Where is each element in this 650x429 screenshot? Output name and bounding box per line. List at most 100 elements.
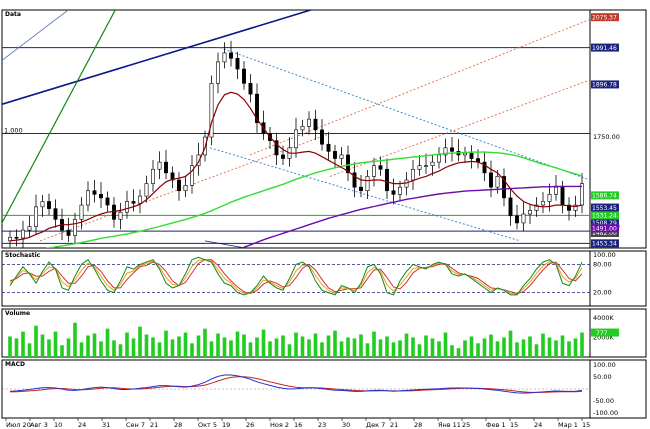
fib-level-label: 1.000 (4, 126, 23, 134)
volume-bar (307, 339, 311, 357)
price-tag-label: 1453.34 (592, 241, 617, 248)
volume-bar (235, 331, 240, 357)
ma-purple-line (240, 185, 582, 248)
candle-body (339, 154, 344, 159)
volume-bar (378, 339, 383, 357)
volume-bar (261, 329, 266, 357)
volume-bar (144, 334, 149, 357)
time-tick-label: Дек 7 (366, 421, 385, 429)
candle-body (47, 201, 51, 209)
candle-body (248, 83, 253, 95)
time-tick-label: 19 (222, 421, 230, 429)
candle-body (105, 197, 110, 206)
volume-bar (554, 340, 558, 357)
candle-body (14, 236, 19, 239)
candle-body (567, 204, 571, 211)
candle-body (34, 206, 38, 227)
price-tag-box (591, 203, 619, 212)
price-tag-label: 1508.29 (592, 220, 617, 227)
volume-bar (274, 338, 279, 357)
price-frame (1, 9, 647, 249)
trendline-upper-blue (2, 10, 314, 106)
stoch-axis-label: 80.00 (593, 260, 612, 268)
volume-bar (333, 330, 337, 357)
volume-bar (164, 330, 168, 357)
macd-panel[interactable]: 100.00 50.00 -50.00 -100.00 (2, 361, 618, 417)
volume-bar (508, 330, 513, 357)
volume-bar (196, 335, 201, 357)
candle-body (560, 186, 565, 206)
volume-bar (534, 344, 539, 357)
candle-body (281, 154, 285, 159)
volume-bar (495, 341, 500, 357)
price-axis: 1750.001500.002075.371991.461896.781586.… (591, 13, 620, 248)
stoch-panel-title: Stochastic (5, 252, 41, 259)
candle-body (53, 208, 58, 220)
volume-bar (138, 326, 142, 357)
volume-bar (79, 342, 84, 357)
volume-bar (99, 341, 103, 357)
candle-body (469, 152, 474, 159)
candle-body (515, 215, 519, 224)
candle-body (547, 194, 552, 202)
macd-axis-label: 100.00 (593, 361, 616, 369)
stoch-frame (1, 250, 647, 307)
candle-body (580, 183, 584, 206)
price-panel[interactable]: 1.000 (0, 1, 610, 316)
candle-body (489, 172, 493, 188)
candle-body (177, 179, 181, 192)
volume-bar (255, 337, 259, 357)
candle-body (131, 201, 136, 204)
candle-body (157, 161, 162, 170)
macd-axis-label: -50.00 (593, 397, 614, 405)
candle-body (235, 58, 240, 70)
volume-bar (216, 333, 220, 357)
price-plot-area (2, 10, 590, 248)
time-axis: Июл 20 Авг 3 10 24 31 Сен 7 21 28 Окт 5 19 26 Ноя 2… (5, 418, 590, 429)
trendline-green (2, 10, 116, 225)
volume-bar (287, 344, 292, 357)
volume-bar (391, 342, 396, 357)
time-tick-label: Янв 11 (438, 421, 461, 429)
volume-bar (469, 336, 474, 357)
candle-body (196, 154, 201, 166)
candle-body (118, 211, 123, 220)
volume-bar (476, 343, 480, 357)
volume-bar (560, 335, 565, 357)
candle-body (170, 172, 175, 181)
volume-bar (209, 341, 214, 357)
candle-body (502, 176, 506, 199)
volume-bar (34, 325, 38, 357)
volume-bar (385, 336, 389, 357)
price-tag-box (591, 228, 619, 237)
candle-body (144, 183, 149, 197)
candle-body (190, 165, 194, 186)
time-tick-label: Фев 1 (486, 421, 506, 429)
candle-body (164, 161, 168, 174)
volume-bar (242, 334, 246, 357)
price-tick-label: 1750.00 (593, 133, 620, 141)
price-tag-box (591, 218, 619, 227)
candle-body (411, 168, 415, 181)
stoch-axis-label: 100.00 (593, 251, 616, 259)
candle-body (99, 194, 103, 199)
time-tick-label: 21 (150, 421, 158, 429)
volume-bar (21, 331, 25, 357)
candle-body (521, 213, 526, 224)
time-tick-label: 15 (510, 421, 518, 429)
candle-body (385, 168, 389, 192)
volume-bar (528, 336, 532, 357)
time-tick-label: 30 (342, 421, 350, 429)
candle-body (242, 68, 246, 84)
volume-bar (66, 338, 71, 357)
candle-body (27, 226, 32, 231)
macd-axis-label: -100.00 (593, 409, 618, 417)
volume-bar (131, 338, 136, 357)
candle-body (333, 151, 337, 159)
price-tag-box (591, 224, 619, 233)
volume-bar (489, 334, 493, 357)
time-tick-label: Авг 3 (30, 421, 48, 429)
volume-bar (125, 332, 129, 357)
